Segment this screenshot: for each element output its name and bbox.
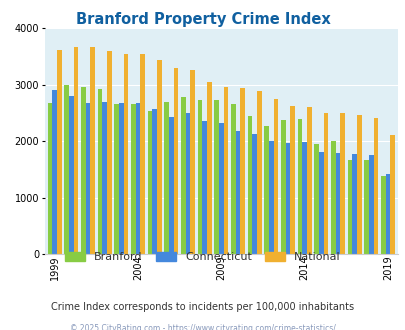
Bar (385, 174, 389, 254)
Legend: Branford, Connecticut, National: Branford, Connecticut, National (61, 248, 344, 267)
Bar (47, 103, 52, 254)
Bar (373, 118, 377, 254)
Bar (235, 131, 240, 254)
Bar (52, 90, 57, 254)
Bar (135, 103, 140, 254)
Bar (164, 102, 168, 254)
Bar (81, 87, 85, 254)
Bar (368, 155, 373, 254)
Bar (285, 143, 290, 254)
Bar (306, 107, 311, 254)
Bar (301, 142, 306, 254)
Bar (147, 111, 152, 254)
Bar (223, 87, 228, 254)
Bar (297, 119, 301, 254)
Bar (252, 134, 256, 254)
Bar (330, 141, 335, 254)
Text: Crime Index corresponds to incidents per 100,000 inhabitants: Crime Index corresponds to incidents per… (51, 302, 354, 312)
Bar (85, 103, 90, 254)
Bar (119, 103, 124, 254)
Bar (318, 152, 323, 254)
Bar (97, 89, 102, 254)
Bar (356, 115, 361, 254)
Bar (389, 135, 394, 254)
Bar (347, 160, 352, 254)
Bar (339, 113, 344, 254)
Bar (185, 114, 190, 254)
Bar (131, 104, 135, 254)
Bar (140, 54, 145, 254)
Text: © 2025 CityRating.com - https://www.cityrating.com/crime-statistics/: © 2025 CityRating.com - https://www.city… (70, 324, 335, 330)
Bar (280, 119, 285, 254)
Bar (290, 106, 294, 254)
Bar (264, 126, 268, 254)
Bar (335, 153, 339, 254)
Bar (102, 102, 107, 254)
Bar (380, 176, 385, 254)
Bar (190, 70, 194, 254)
Bar (352, 154, 356, 254)
Bar (256, 91, 261, 254)
Bar (218, 123, 223, 254)
Bar (69, 96, 73, 254)
Bar (230, 104, 235, 254)
Bar (202, 121, 207, 254)
Bar (323, 113, 327, 254)
Bar (73, 47, 78, 254)
Bar (90, 47, 95, 254)
Bar (240, 88, 244, 254)
Text: Branford Property Crime Index: Branford Property Crime Index (75, 12, 330, 26)
Bar (173, 68, 178, 254)
Bar (157, 60, 161, 254)
Bar (247, 115, 252, 254)
Bar (268, 141, 273, 254)
Bar (363, 160, 368, 254)
Bar (313, 144, 318, 254)
Bar (168, 117, 173, 254)
Bar (124, 54, 128, 254)
Bar (107, 51, 111, 254)
Bar (64, 84, 69, 254)
Bar (207, 82, 211, 254)
Bar (114, 104, 119, 254)
Bar (57, 50, 62, 254)
Bar (197, 100, 202, 254)
Bar (214, 100, 218, 254)
Bar (152, 110, 157, 254)
Bar (273, 99, 277, 254)
Bar (181, 97, 185, 254)
